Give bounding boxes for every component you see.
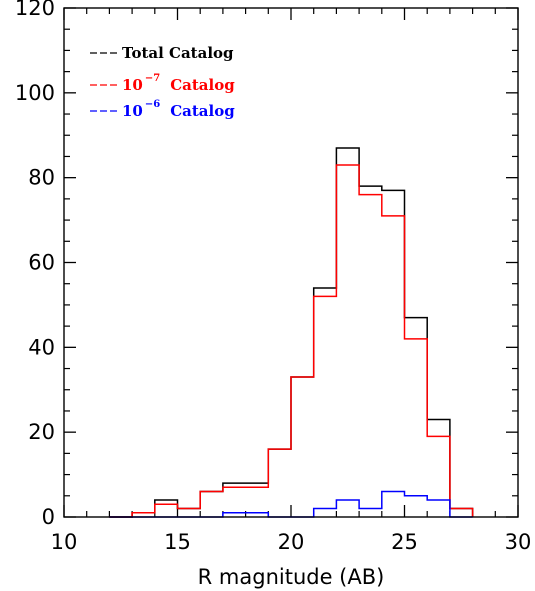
x-tick-label: 10 — [51, 530, 78, 554]
series-step-line — [109, 147, 474, 518]
y-tick-labels: 0 20 40 60 80 100 120 — [15, 0, 55, 529]
legend-item: 10 −7 Catalog — [90, 73, 235, 94]
histogram-bin — [246, 483, 269, 517]
y-tick-label: 120 — [15, 0, 55, 20]
histogram-bin — [382, 492, 405, 517]
x-tick-label: 15 — [164, 530, 191, 554]
y-tick-label: 40 — [28, 335, 55, 359]
y-tick-label: 80 — [28, 166, 55, 190]
histogram-bin — [268, 449, 291, 517]
histogram-bin — [427, 500, 450, 517]
series-step-line — [109, 164, 474, 518]
histogram-bin — [427, 436, 450, 517]
histogram-bin — [200, 492, 223, 517]
legend-item: Total Catalog — [90, 44, 234, 62]
histogram-bin — [314, 296, 337, 517]
histogram-bin — [382, 216, 405, 517]
histogram-bin — [450, 509, 473, 517]
histogram-bin — [336, 165, 359, 517]
legend-item: 10 −6 Catalog — [90, 99, 235, 120]
y-tick-label: 0 — [42, 505, 55, 529]
histogram-bin — [336, 148, 359, 517]
y-tick-label: 60 — [28, 251, 55, 275]
histogram-bin — [200, 492, 223, 517]
x-tick-label: 20 — [278, 530, 305, 554]
y-tick-label: 100 — [15, 81, 55, 105]
histogram-bin — [427, 419, 450, 517]
histogram-bin — [314, 288, 337, 517]
histogram-bin — [405, 318, 428, 517]
legend-label: 10 −7 Catalog — [122, 73, 235, 94]
x-tick-label: 30 — [505, 530, 532, 554]
histogram-bin — [268, 449, 291, 517]
series-2 — [109, 164, 474, 518]
histogram-bin — [291, 377, 314, 517]
histogram-bin — [405, 339, 428, 517]
series-1 — [109, 147, 474, 518]
histogram-bin — [223, 483, 246, 517]
histogram-bin — [314, 509, 337, 517]
x-axis-title: R magnitude (AB) — [198, 565, 385, 589]
x-tick-labels: 10 15 20 25 30 — [51, 530, 532, 554]
histogram-bin — [450, 509, 473, 517]
histogram-bin — [291, 377, 314, 517]
histogram-bin — [178, 509, 201, 517]
histogram-bin — [155, 504, 178, 517]
histogram-bin — [359, 195, 382, 517]
histogram-bin — [336, 500, 359, 517]
legend: Total Catalog 10 −7 Catalog 10 −6 Catalog — [90, 44, 235, 120]
series-layer — [109, 147, 474, 518]
histogram-bin — [178, 509, 201, 517]
histogram-bin — [155, 500, 178, 517]
histogram-bin — [405, 496, 428, 517]
legend-label: Total Catalog — [122, 44, 234, 62]
histogram-bin — [359, 509, 382, 517]
x-tick-label: 25 — [391, 530, 418, 554]
plot-frame — [63, 7, 519, 518]
histogram-bin — [382, 190, 405, 517]
y-tick-label: 20 — [28, 420, 55, 444]
minor-ticks — [64, 8, 518, 517]
legend-label: 10 −6 Catalog — [122, 99, 235, 120]
histogram-bin — [359, 186, 382, 517]
